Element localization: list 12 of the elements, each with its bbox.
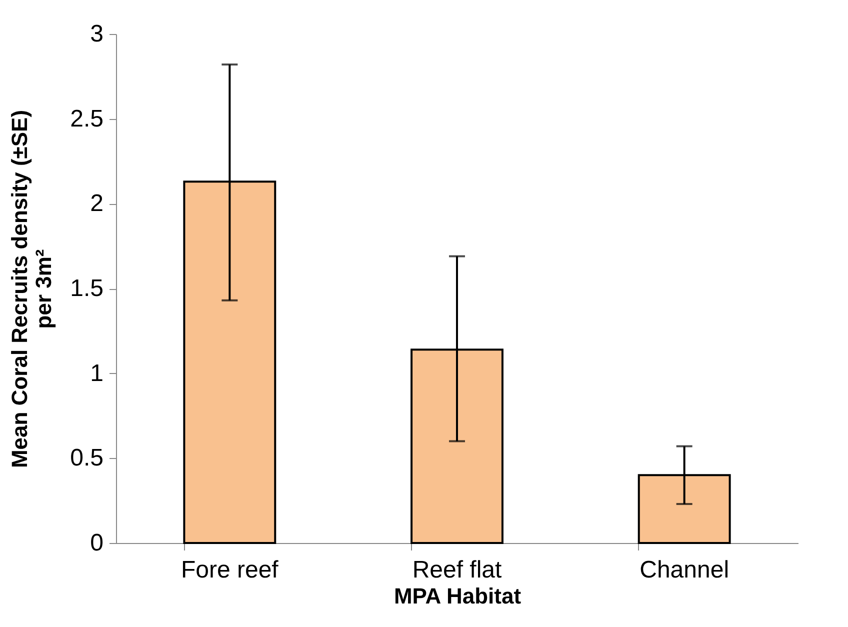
- y-tick-label: 0.5: [70, 444, 104, 472]
- x-tick-label: Reef flat: [412, 556, 502, 584]
- y-tick-label: 2: [90, 190, 104, 218]
- x-tick-label: Fore reef: [180, 556, 279, 584]
- y-tick-label: 1: [90, 360, 104, 387]
- y-tick-label: 2.5: [70, 105, 104, 132]
- y-axis-title: Mean Coral Recruits density (±SE) per 3m²: [7, 110, 56, 468]
- y-tick-label: 0: [90, 530, 104, 556]
- y-tick-label: 1.5: [70, 275, 104, 302]
- y-tick-label: 3: [90, 20, 104, 48]
- x-tick-label: Channel: [640, 556, 730, 584]
- x-axis-title: MPA Habitat: [394, 584, 522, 608]
